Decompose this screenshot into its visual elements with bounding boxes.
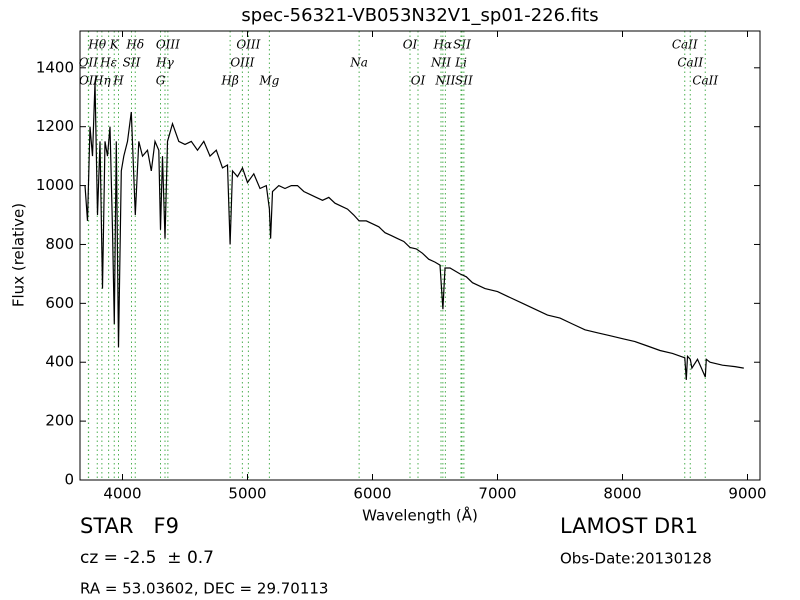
y-tick-label: 400 bbox=[45, 353, 74, 371]
y-tick-label: 200 bbox=[45, 412, 74, 430]
spectral-line-label: OIII bbox=[156, 38, 180, 52]
spectral-line-label: OI bbox=[403, 38, 418, 52]
spectral-line-label: Mg bbox=[258, 74, 279, 88]
y-axis-label: Flux (relative) bbox=[10, 203, 28, 307]
spectral-line-label: Hδ bbox=[125, 38, 144, 52]
redshift: cz = -2.5 ± 0.7 bbox=[80, 548, 214, 568]
spectral-line-label: Hβ bbox=[220, 74, 238, 88]
spectral-line-label: OI bbox=[411, 74, 426, 88]
x-tick-label: 7000 bbox=[478, 485, 516, 503]
spectral-line-label: OIII bbox=[236, 38, 260, 52]
spectral-line-label: CaII bbox=[692, 74, 718, 88]
spectral-line-label: Hθ bbox=[87, 38, 106, 52]
spectral-line-label: NII bbox=[434, 74, 455, 88]
spectral-line-label: Hε bbox=[99, 56, 117, 70]
y-tick-label: 800 bbox=[45, 235, 74, 253]
chart-title: spec-56321-VB053N32V1_sp01-226.fits bbox=[241, 5, 598, 26]
spectral-line-label: NII bbox=[430, 56, 451, 70]
y-tick-label: 0 bbox=[64, 471, 74, 489]
y-tick-label: 1000 bbox=[36, 176, 74, 194]
spectral-line-label: CaII bbox=[677, 56, 703, 70]
survey: LAMOST DR1 bbox=[560, 514, 698, 538]
y-tick-label: 1200 bbox=[36, 117, 74, 135]
object-class: STAR F9 bbox=[80, 514, 179, 538]
x-tick-label: 9000 bbox=[728, 485, 766, 503]
spectral-line-label: CaII bbox=[672, 38, 698, 52]
y-tick-label: 1400 bbox=[36, 58, 74, 76]
plot-frame bbox=[79, 30, 761, 481]
spectral-line-label: Li bbox=[454, 56, 467, 70]
obs-date: Obs-Date:20130128 bbox=[560, 550, 712, 568]
spectral-line-label: Na bbox=[349, 56, 368, 70]
y-tick-label: 600 bbox=[45, 294, 74, 312]
spectral-line-label: G bbox=[156, 74, 166, 88]
x-tick-label: 6000 bbox=[353, 485, 391, 503]
coordinates: RA = 53.03602, DEC = 29.70113 bbox=[80, 580, 328, 598]
spectral-line-label: SII bbox=[453, 38, 471, 52]
spectral-line-label: Hα bbox=[433, 38, 453, 52]
spectral-line-label: OII bbox=[79, 74, 99, 88]
spectral-line-label: H bbox=[112, 74, 124, 88]
spectral-line-label: Hγ bbox=[155, 56, 174, 70]
x-tick-label: 5000 bbox=[228, 485, 266, 503]
spectral-line-label: OIII bbox=[230, 56, 254, 70]
spectral-line-label: Hη bbox=[92, 74, 111, 88]
spectral-line-label: SII bbox=[123, 56, 141, 70]
x-tick-label: 4000 bbox=[103, 485, 141, 503]
x-axis-label: Wavelength (Å) bbox=[362, 506, 478, 525]
x-tick-label: 8000 bbox=[603, 485, 641, 503]
spectrum-line bbox=[84, 82, 744, 380]
spectral-line-label: SII bbox=[455, 74, 473, 88]
spectral-line-label: K bbox=[109, 38, 120, 52]
